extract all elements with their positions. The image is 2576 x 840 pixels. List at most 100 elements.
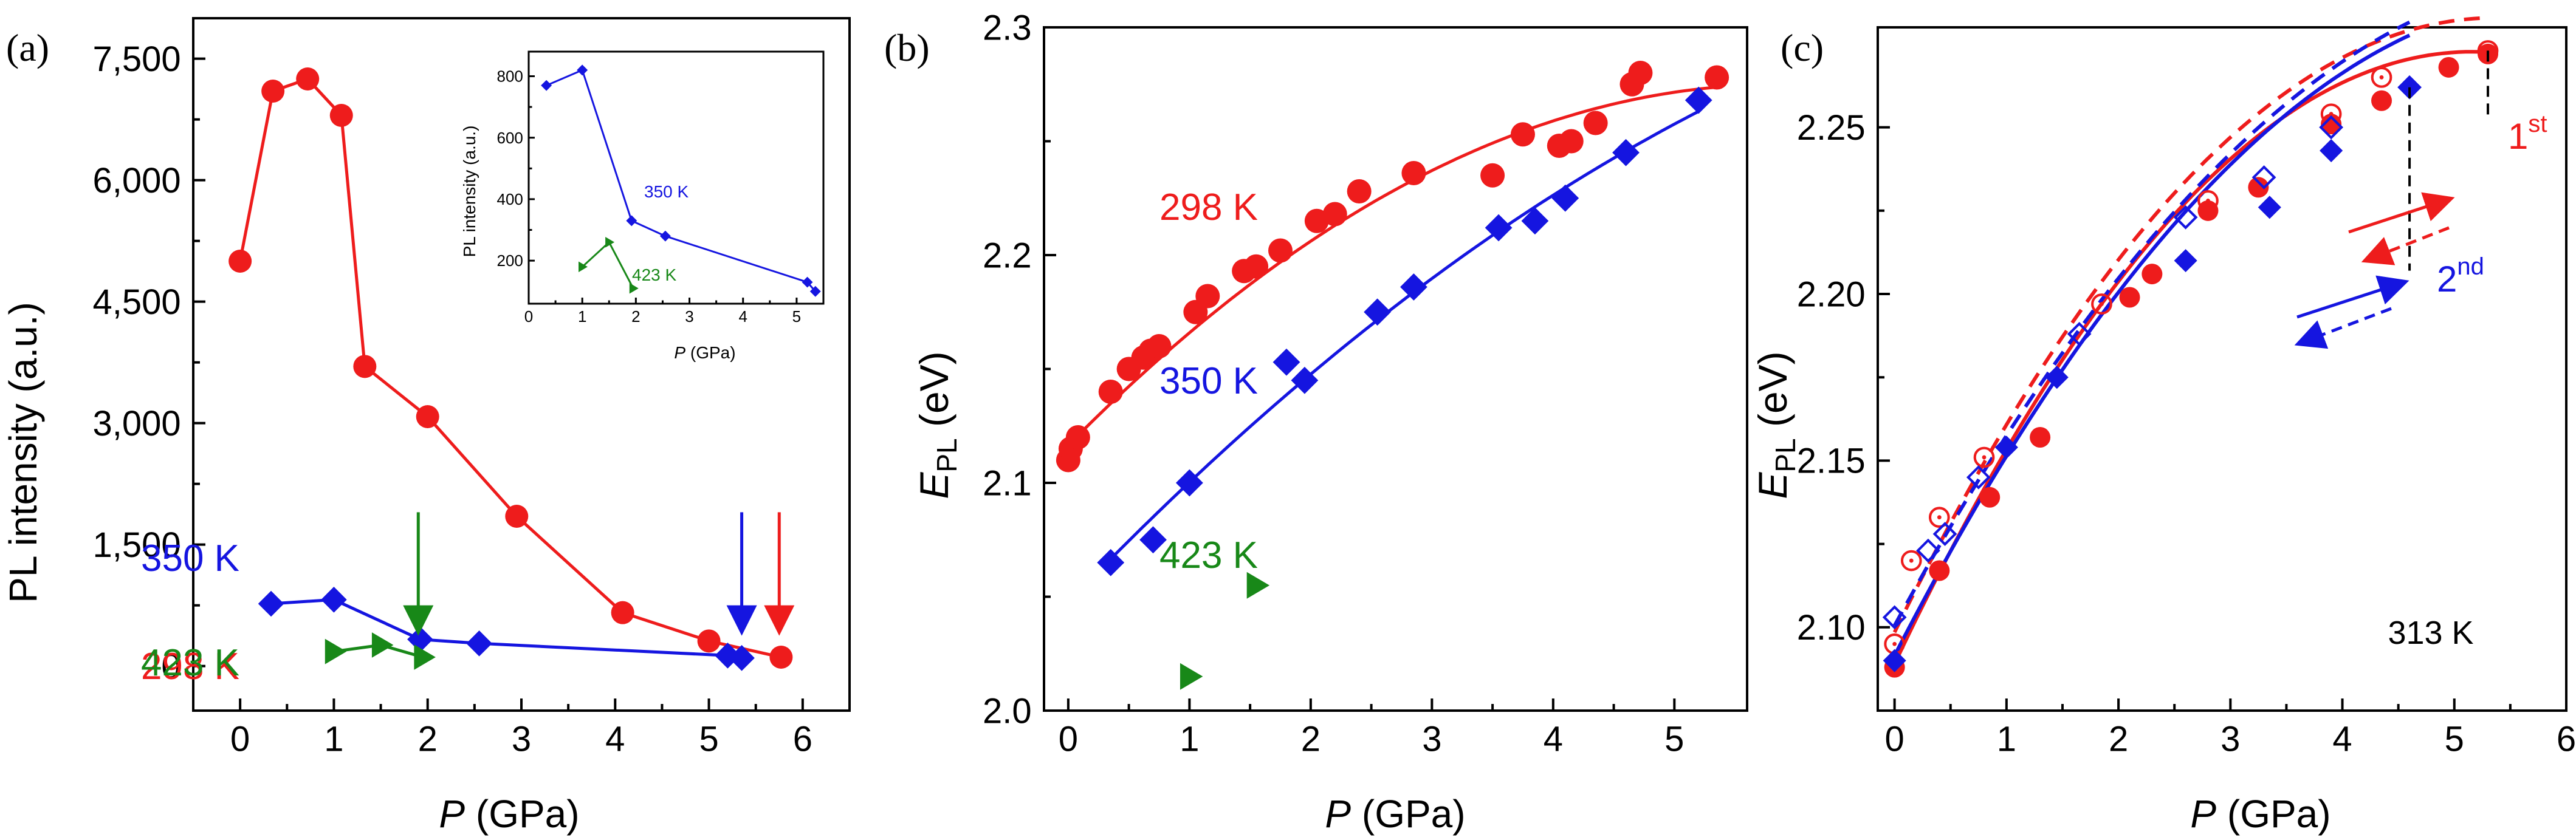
y-axis-sub-b: PL — [931, 438, 963, 472]
arrow-1st-decompression — [2361, 226, 2450, 265]
c-point-3-3 — [1966, 465, 1991, 490]
inset-ytick-label: 800 — [497, 67, 523, 86]
inset-xtick-label: 2 — [631, 307, 640, 326]
c-point-0-2 — [1979, 487, 2001, 508]
panel-c-plot: 0 1 2 3 4 5 6 2.10 2.15 2.20 2.25 — [1797, 16, 2576, 759]
panel-a: (a) 0 1 2 3 4 5 6 0 1,500 3,000 4,500 6,000 7,500 29… — [1, 17, 851, 836]
b-xtick-label: 2 — [1301, 720, 1321, 759]
c-point-0-7 — [2248, 177, 2269, 198]
c-point-0-9 — [2371, 90, 2392, 111]
inset-series-line-0 — [546, 69, 816, 292]
c-point-1-4-dot — [2100, 302, 2104, 306]
cycle-label-1st-sup: st — [2528, 111, 2547, 137]
c-xtick-label: 4 — [2332, 720, 2352, 759]
y-axis-label-c: EPL (eV) — [1750, 351, 1801, 499]
b-point-0-16 — [1401, 161, 1426, 185]
c-point-2-4 — [2258, 196, 2281, 219]
b-point-1-5 — [1364, 298, 1391, 326]
cycle-arrows — [2294, 192, 2455, 349]
label-298k-b: 298 K — [1159, 186, 1258, 228]
b-point-1-6 — [1400, 273, 1427, 301]
label-423k-a: 423 K — [141, 642, 239, 684]
b-point-0-21 — [1583, 111, 1608, 135]
b-xtick-label: 4 — [1544, 720, 1563, 759]
inset-frame — [527, 50, 825, 305]
c-point-3-5 — [2173, 205, 2198, 230]
b-point-0-12 — [1268, 238, 1293, 263]
c-point-0-4 — [2119, 287, 2140, 308]
label-423k-b: 423 K — [1159, 534, 1258, 576]
b-xtick-label: 3 — [1422, 720, 1441, 759]
b-fit-curve-1 — [1103, 110, 1700, 567]
c-point-2-3 — [2174, 249, 2197, 273]
arrow-2nd-compression — [2296, 275, 2409, 319]
c-xtick-label: 5 — [2445, 720, 2464, 759]
a-point-0-1 — [261, 80, 285, 103]
label-350k-inset: 350 K — [644, 182, 689, 201]
inset-y-axis-label: PL intensity (a.u.) — [460, 126, 479, 258]
c-point-1-0-dot — [1892, 641, 1897, 646]
c-point-1-6 — [2320, 103, 2342, 125]
inset-xtick-label: 3 — [685, 307, 693, 326]
c-point-1-4 — [2091, 293, 2112, 315]
cycle-label-1st-main: 1 — [2508, 116, 2528, 157]
b-point-1-1 — [1139, 526, 1167, 554]
b-point-1-10 — [1612, 138, 1640, 166]
b-point-0-11 — [1244, 254, 1269, 279]
x-axis-var-c: P — [2190, 792, 2216, 836]
inset-xtick-label: 5 — [792, 307, 801, 326]
c-point-2-2 — [2045, 366, 2069, 389]
x-axis-label-c: P (GPa) — [2190, 792, 2330, 836]
a-point-0-2 — [296, 67, 320, 90]
c-xtick-label: 0 — [1885, 720, 1905, 759]
inset-ytick-label: 600 — [497, 129, 523, 147]
a-xtick-label: 4 — [605, 720, 625, 759]
panel-a-inset: 0 1 2 3 4 5 200 400 600 800 350 K 423 K PL intens… — [460, 50, 825, 362]
b-ytick-label: 2.2 — [983, 236, 1032, 275]
c-point-3-4 — [2067, 321, 2092, 346]
a-point-1-5 — [729, 645, 755, 671]
b-point-0-24 — [1705, 65, 1729, 90]
c-point-1-5 — [2197, 190, 2219, 211]
c-point-1-3 — [1973, 446, 1995, 468]
y-axis-var-b: E — [912, 472, 957, 499]
cycle-label-2nd: 2nd — [2437, 253, 2484, 299]
a-point-0-0 — [228, 250, 252, 273]
a-ytick-label: 6,000 — [93, 161, 181, 200]
c-ytick-label: 2.20 — [1797, 275, 1866, 314]
inset-point-0-2 — [626, 215, 637, 227]
c-point-1-2 — [1928, 507, 1950, 528]
a-point-0-5 — [416, 405, 439, 428]
a-ytick-label: 4,500 — [93, 282, 181, 322]
a-xtick-label: 0 — [230, 720, 250, 759]
b-point-1-11 — [1685, 86, 1712, 114]
a-xtick-label: 3 — [512, 720, 531, 759]
a-ytick-label: 3,000 — [93, 404, 181, 443]
label-423k-inset: 423 K — [632, 265, 676, 284]
c-point-1-1 — [1900, 550, 1922, 572]
a-xtick-label: 1 — [324, 720, 343, 759]
arrow-1st-compression — [2348, 192, 2455, 234]
c-point-0-3 — [2030, 427, 2051, 448]
y-axis-label-a: PL intensity (a.u.) — [1, 302, 45, 603]
b-point-0-14 — [1322, 202, 1347, 227]
c-point-3-0 — [1882, 605, 1907, 630]
inset-point-0-0 — [541, 80, 552, 91]
panel-b: (b) 0 1 2 3 4 5 2.0 2.1 2.2 2.3 298 K 350 K 423 K… — [884, 8, 1748, 836]
x-axis-unit-a: (GPa) — [465, 792, 579, 836]
panel-b-plot: 0 1 2 3 4 5 2.0 2.1 2.2 2.3 — [983, 8, 1748, 759]
b-xtick-label: 5 — [1664, 720, 1684, 759]
b-ytick-label: 2.3 — [983, 8, 1032, 47]
a-frame — [192, 17, 851, 712]
c-point-3-1 — [1916, 538, 1940, 563]
label-350k-b: 350 K — [1159, 360, 1258, 402]
b-point-0-20 — [1559, 129, 1584, 154]
inset-plot: 0 1 2 3 4 5 200 400 600 800 — [497, 50, 825, 326]
c-fit-curve-3 — [1892, 20, 2411, 627]
inset-xtick-label: 4 — [738, 307, 747, 326]
c-point-0-5 — [2142, 264, 2163, 285]
a-point-1-1 — [321, 587, 347, 613]
c-point-1-3-dot — [1982, 455, 1987, 460]
inset-point-1-2 — [629, 282, 639, 294]
a-point-0-6 — [505, 505, 529, 528]
